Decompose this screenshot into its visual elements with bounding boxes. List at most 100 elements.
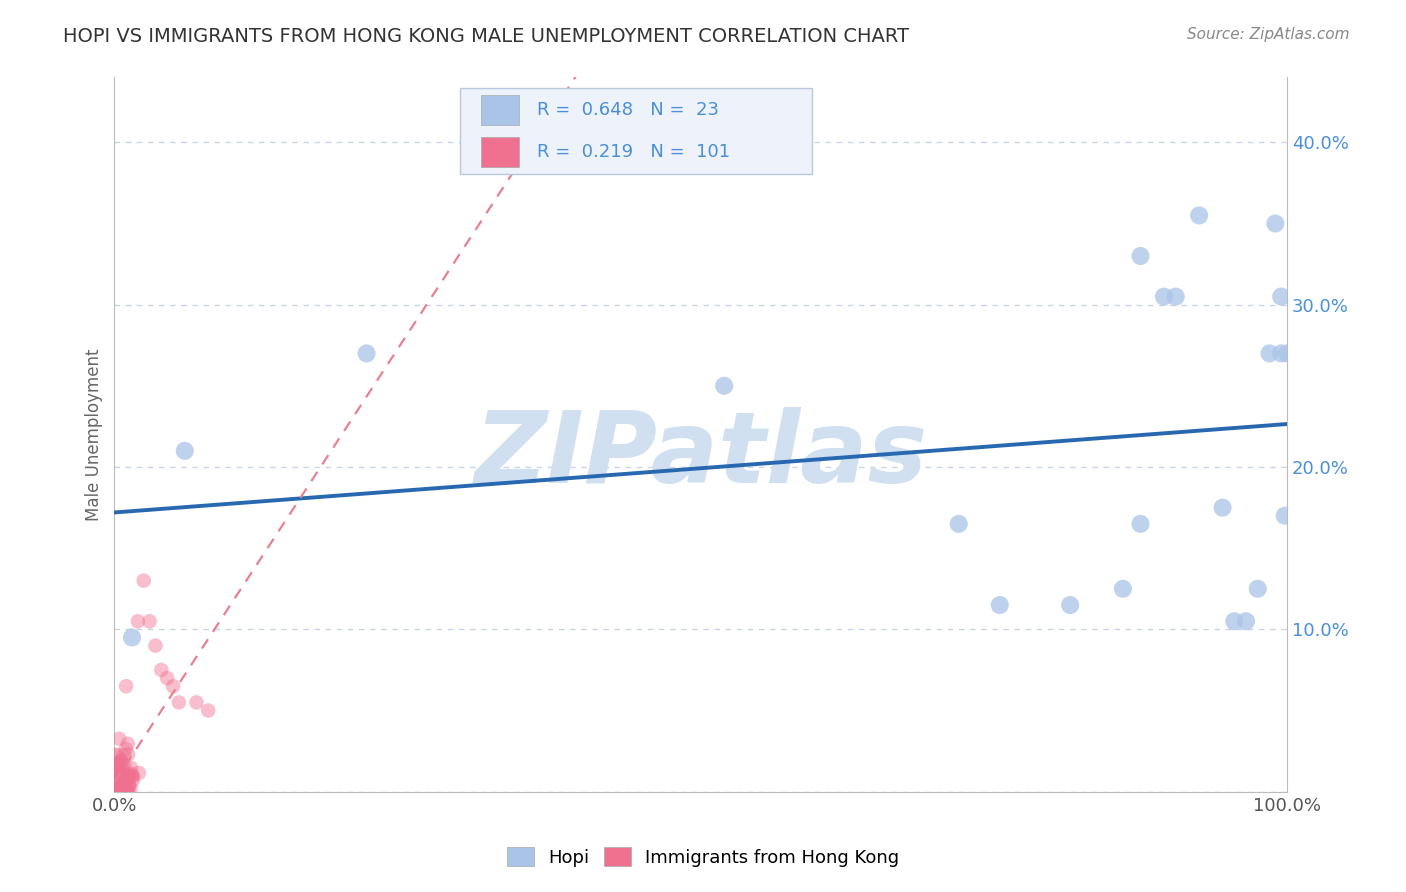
Point — [988, 598, 1011, 612]
Point — [173, 443, 195, 458]
Text: ZIPatlas: ZIPatlas — [474, 408, 928, 505]
Point — [1234, 614, 1257, 628]
Point — [107, 762, 129, 776]
Point — [104, 783, 127, 797]
Point — [112, 780, 135, 794]
Point — [186, 695, 208, 709]
Point — [107, 774, 129, 789]
Point — [167, 695, 190, 709]
Point — [122, 770, 145, 784]
Point — [107, 757, 129, 772]
Point — [111, 777, 134, 791]
Point — [112, 779, 135, 793]
Point — [104, 762, 127, 776]
Point — [107, 756, 129, 771]
Point — [108, 784, 131, 798]
Point — [112, 747, 135, 762]
Point — [110, 771, 132, 785]
Point — [103, 757, 125, 772]
Point — [112, 775, 135, 789]
Point — [162, 679, 184, 693]
Point — [1188, 209, 1211, 223]
Text: R =  0.648   N =  23: R = 0.648 N = 23 — [537, 101, 718, 119]
Point — [105, 759, 128, 773]
Point — [145, 639, 167, 653]
Point — [105, 775, 128, 789]
Point — [111, 779, 134, 793]
Point — [108, 763, 131, 777]
FancyBboxPatch shape — [460, 88, 813, 174]
Point — [117, 783, 139, 797]
Point — [111, 780, 134, 794]
Point — [1153, 289, 1175, 303]
Point — [107, 765, 129, 780]
Point — [110, 755, 132, 769]
Point — [105, 784, 128, 798]
Point — [104, 769, 127, 783]
Point — [105, 778, 128, 792]
Point — [108, 781, 131, 796]
Point — [115, 771, 138, 785]
Legend: Hopi, Immigrants from Hong Kong: Hopi, Immigrants from Hong Kong — [499, 840, 907, 874]
Point — [111, 761, 134, 775]
Point — [107, 776, 129, 790]
Point — [138, 614, 160, 628]
Point — [948, 516, 970, 531]
Point — [108, 777, 131, 791]
Point — [105, 775, 128, 789]
Point — [110, 753, 132, 767]
Point — [121, 631, 143, 645]
Point — [105, 783, 128, 797]
Point — [115, 782, 138, 797]
Point — [114, 780, 136, 794]
Point — [118, 779, 141, 793]
Point — [1212, 500, 1234, 515]
Point — [104, 780, 127, 794]
Point — [1164, 289, 1187, 303]
Point — [120, 781, 142, 796]
Point — [118, 769, 141, 783]
Bar — [481, 95, 519, 125]
Point — [115, 742, 138, 756]
Point — [713, 379, 735, 393]
Point — [105, 778, 128, 792]
Point — [104, 765, 127, 780]
Point — [105, 747, 128, 762]
Point — [127, 614, 149, 628]
Point — [112, 769, 135, 783]
Point — [1275, 346, 1298, 360]
Point — [110, 755, 132, 769]
Point — [118, 769, 141, 783]
Point — [1270, 346, 1292, 360]
Y-axis label: Male Unemployment: Male Unemployment — [86, 348, 103, 521]
Point — [108, 780, 131, 794]
Point — [104, 764, 127, 778]
Point — [108, 768, 131, 782]
Point — [107, 769, 129, 783]
Point — [105, 770, 128, 784]
Bar — [481, 137, 519, 168]
Point — [105, 767, 128, 781]
Point — [108, 769, 131, 783]
Point — [121, 773, 143, 788]
Point — [112, 779, 135, 793]
Point — [1112, 582, 1135, 596]
Point — [111, 780, 134, 794]
Point — [117, 737, 139, 751]
Text: Source: ZipAtlas.com: Source: ZipAtlas.com — [1187, 27, 1350, 42]
Point — [108, 780, 131, 794]
Point — [107, 769, 129, 783]
Point — [1274, 508, 1296, 523]
Point — [117, 747, 139, 762]
Point — [1270, 289, 1292, 303]
Point — [108, 780, 131, 795]
Point — [1247, 582, 1270, 596]
Point — [105, 756, 128, 771]
Point — [118, 778, 141, 792]
Point — [111, 784, 134, 798]
Point — [107, 759, 129, 773]
Point — [156, 671, 179, 685]
Point — [114, 784, 136, 798]
Point — [108, 731, 131, 746]
Text: R =  0.219   N =  101: R = 0.219 N = 101 — [537, 144, 730, 161]
